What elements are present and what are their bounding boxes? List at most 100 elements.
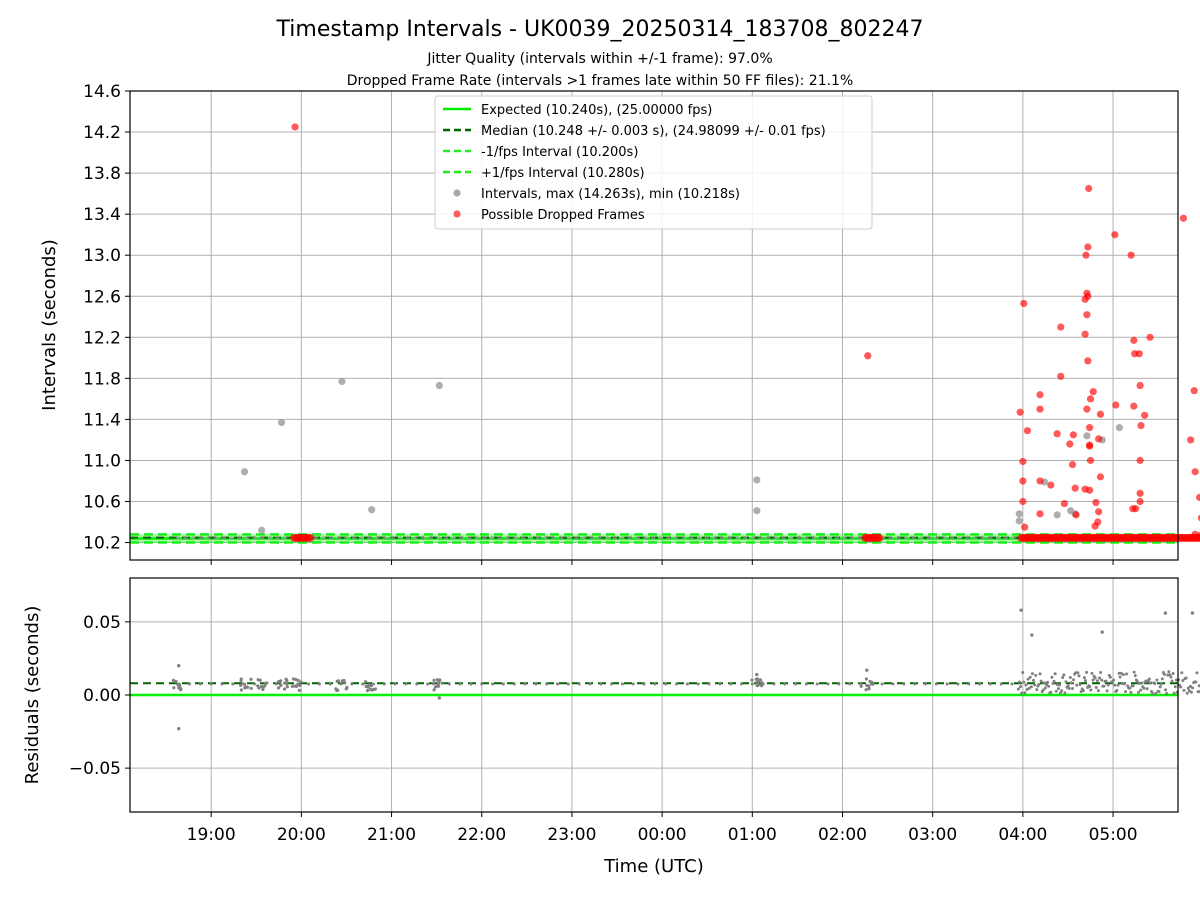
residual-point: [437, 696, 442, 700]
residual-point: [188, 682, 192, 686]
residual-point: [756, 679, 761, 683]
interval-point: [382, 535, 387, 541]
x-tick-label: 05:00: [1089, 825, 1138, 845]
interval-point: [367, 535, 372, 541]
interval-point: [259, 535, 265, 541]
residual-point: [664, 682, 668, 686]
residual-point: [1029, 685, 1033, 689]
residual-point: [1095, 679, 1099, 683]
legend-marker: [453, 210, 461, 218]
residual-point: [1038, 672, 1042, 676]
dropped-frame-point: [1066, 440, 1074, 448]
dropped-frame-point: [1096, 473, 1105, 481]
dropped-frame-point: [1019, 477, 1027, 485]
interval-point: [1003, 535, 1008, 541]
residual-point: [945, 682, 949, 686]
residual-point: [566, 682, 570, 686]
residual-point: [891, 682, 895, 686]
residual-point: [1172, 691, 1176, 695]
legend-marker: [453, 189, 461, 197]
interval-point: [336, 535, 341, 541]
residual-point: [1075, 683, 1079, 687]
interval-point: [368, 506, 376, 514]
residual-point: [675, 682, 679, 686]
residual-point: [1069, 681, 1073, 685]
residual-point: [1077, 674, 1081, 678]
interval-point: [351, 535, 357, 541]
residual-point: [1162, 672, 1166, 676]
residual-point: [685, 682, 689, 686]
residual-point: [1096, 689, 1100, 693]
residual-point: [1181, 678, 1185, 682]
dropped-frame-point: [1083, 405, 1091, 413]
residual-point: [783, 682, 787, 686]
residual-point: [1119, 671, 1123, 675]
residual-point: [1148, 681, 1152, 685]
legend-label: -1/fps Interval (10.200s): [481, 145, 638, 160]
dropped-frame-point: [1196, 493, 1200, 501]
residual-point: [988, 682, 992, 686]
dropped-frame-point: [1190, 387, 1198, 395]
residual-point: [1047, 684, 1051, 688]
residual-point: [815, 682, 819, 686]
interval-point: [535, 535, 541, 541]
dropped-frame-point: [1137, 421, 1145, 430]
residual-point: [1033, 683, 1037, 687]
residual-point: [826, 682, 830, 686]
interval-point: [459, 535, 464, 541]
residual-point: [1190, 611, 1195, 615]
interval-point: [934, 535, 939, 541]
interval-point: [221, 535, 226, 541]
residual-point: [865, 683, 869, 688]
interval-point: [643, 535, 648, 541]
residual-point: [902, 682, 906, 686]
dropped-frame-point: [1019, 457, 1027, 466]
residual-point: [1187, 689, 1191, 693]
residual-point: [1082, 676, 1086, 680]
interval-point: [995, 535, 1001, 541]
residual-point: [1045, 683, 1049, 687]
residual-point: [1184, 676, 1188, 680]
top-y-tick-label: 12.2: [83, 328, 121, 348]
top-y-tick-label: 11.8: [83, 369, 121, 389]
residual-point: [239, 677, 243, 681]
interval-point: [397, 535, 403, 541]
residual-point: [869, 682, 873, 686]
interval-point: [558, 535, 564, 541]
residual-point: [415, 682, 419, 686]
bottom-points: [171, 608, 1200, 731]
residual-point: [1163, 611, 1168, 615]
residual-point: [1085, 670, 1089, 674]
residual-point: [1113, 683, 1117, 687]
interval-point: [911, 535, 916, 541]
residual-point: [1083, 679, 1087, 683]
residual-point: [317, 682, 321, 686]
residual-point: [285, 685, 289, 689]
residual-point: [1035, 688, 1039, 692]
residual-point: [299, 680, 303, 684]
residual-point: [1124, 690, 1128, 694]
dropped-frame-point: [1089, 388, 1097, 396]
residual-point: [220, 682, 224, 686]
dropped-frame-point: [306, 533, 315, 542]
dropped-frame-point: [1095, 435, 1103, 443]
residual-point: [1106, 683, 1110, 687]
residual-point: [804, 682, 808, 686]
residual-point: [297, 688, 301, 692]
residual-point: [642, 682, 646, 686]
dropped-frame-point: [1023, 427, 1031, 435]
top-y-tick-label: 14.2: [83, 123, 121, 143]
residual-point: [1197, 684, 1200, 688]
residual-point: [1064, 680, 1068, 684]
residual-point: [1100, 678, 1104, 682]
interval-point: [190, 535, 196, 541]
residual-point: [344, 687, 348, 691]
residual-point: [865, 668, 869, 672]
residual-point: [276, 686, 281, 690]
residual-point: [1068, 675, 1072, 679]
residual-point: [404, 682, 408, 686]
residual-point: [1041, 688, 1045, 692]
interval-point: [451, 535, 456, 541]
residual-point: [1157, 690, 1161, 694]
residual-point: [171, 678, 175, 682]
